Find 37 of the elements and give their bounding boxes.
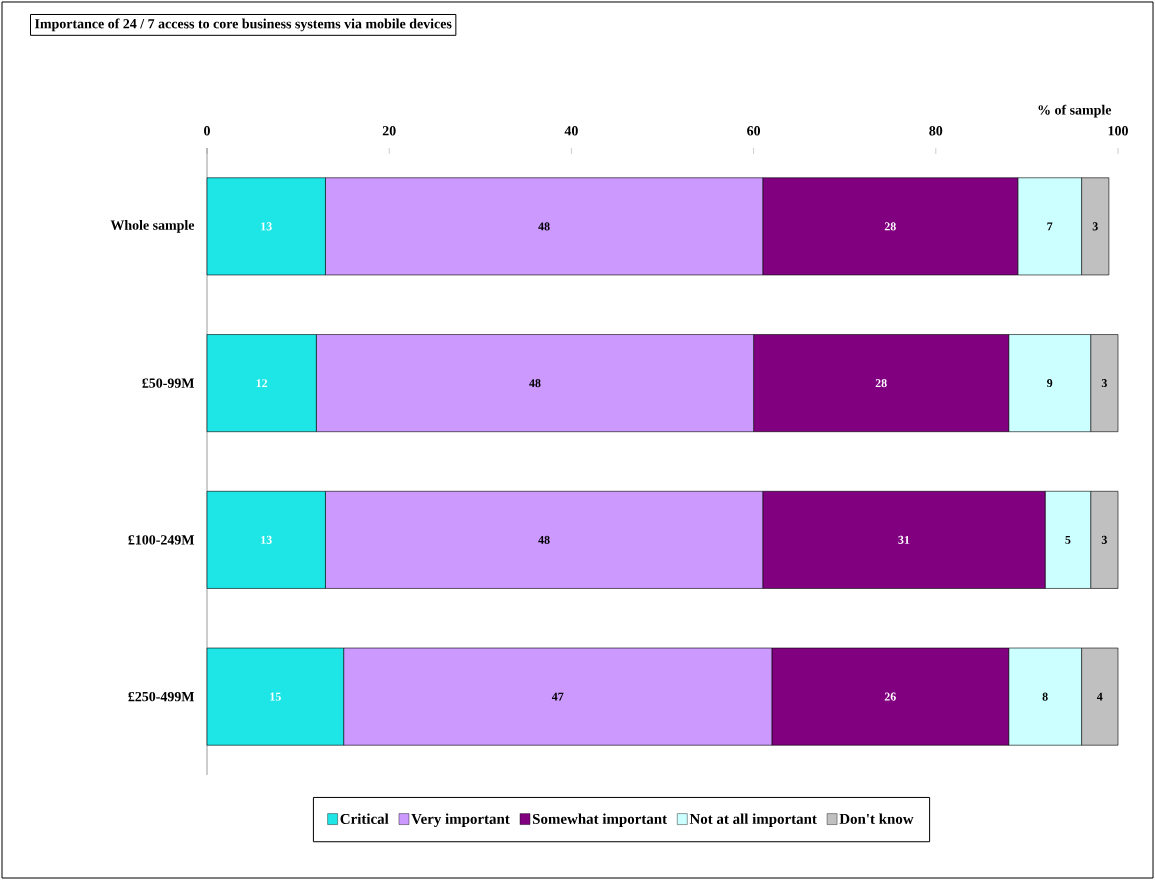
data-label: 3 xyxy=(1101,379,1107,388)
data-label: 4 xyxy=(1096,692,1103,701)
data-label: 3 xyxy=(1092,222,1098,231)
x-tick-label: 60 xyxy=(747,126,761,136)
y-tick-label: Whole sample xyxy=(110,220,195,233)
data-label: 8 xyxy=(1042,692,1048,701)
data-label: 5 xyxy=(1065,535,1071,544)
legend-label: Critical xyxy=(340,813,389,824)
y-tick-label: £50-99M xyxy=(142,378,195,388)
data-label: 47 xyxy=(551,692,564,701)
data-label: 15 xyxy=(270,692,281,701)
data-label: 28 xyxy=(884,222,896,231)
data-label: 48 xyxy=(538,222,550,231)
legend-label: Very important xyxy=(411,813,510,828)
data-label: 7 xyxy=(1047,222,1053,231)
data-label: 12 xyxy=(256,379,268,388)
data-label: 48 xyxy=(538,535,550,544)
y-tick-label: £250-499M xyxy=(128,691,195,702)
x-tick-label: 0 xyxy=(204,126,210,136)
x-tick-label: 100 xyxy=(1108,126,1128,136)
x-tick-label: 20 xyxy=(382,126,396,136)
data-label: 28 xyxy=(875,379,887,388)
data-label: 9 xyxy=(1047,379,1053,388)
data-label: 13 xyxy=(261,535,272,544)
y-tick-label: £100-249M xyxy=(128,535,195,545)
legend-label: Don't know xyxy=(839,813,914,824)
legend-label: Not at all important xyxy=(689,813,817,827)
x-tick-label: 40 xyxy=(564,126,578,136)
data-label: 26 xyxy=(884,692,896,701)
x-axis-title: % of sample xyxy=(1038,104,1112,118)
data-label: 13 xyxy=(261,222,272,231)
data-label: 31 xyxy=(898,535,910,544)
data-label: 3 xyxy=(1101,535,1107,544)
x-tick-label: 80 xyxy=(929,126,943,136)
data-label: 48 xyxy=(529,379,541,388)
legend-label: Somewhat important xyxy=(532,813,668,827)
chart-title: Importance of 24 / 7 access to core business systems via mobile devices xyxy=(34,18,452,32)
